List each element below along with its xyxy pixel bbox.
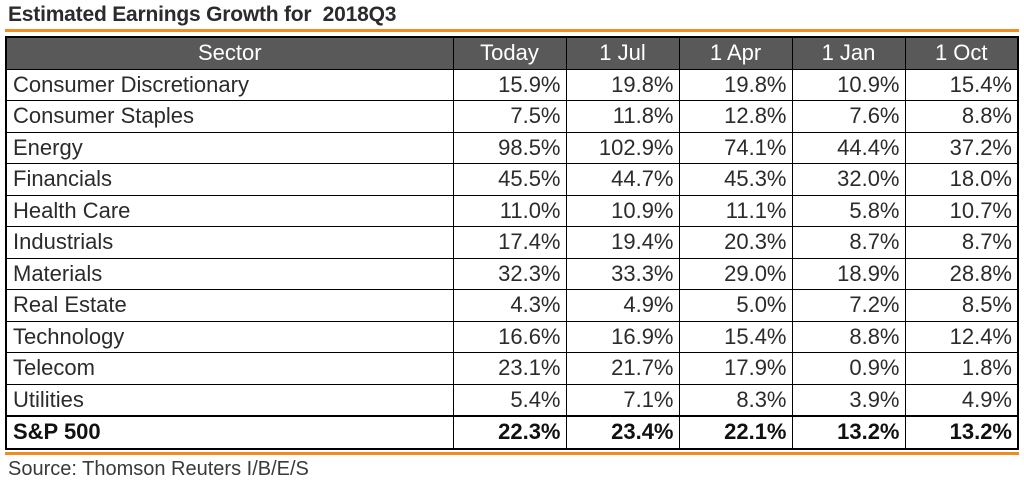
value-cell: 17.4% — [452, 226, 567, 259]
value-cell: 10.9% — [791, 68, 906, 101]
value-cell: 37.2% — [904, 131, 1019, 164]
value-cell: 17.9% — [678, 352, 793, 385]
value-cell: 18.9% — [791, 257, 906, 290]
value-cell: 29.0% — [678, 257, 793, 290]
value-cell: 5.0% — [678, 289, 793, 322]
column-header-1-apr: 1 Apr — [678, 36, 793, 70]
sector-cell: Energy — [5, 131, 454, 164]
value-cell: 3.9% — [791, 383, 906, 417]
value-cell: 8.7% — [904, 226, 1019, 259]
value-cell: 8.8% — [904, 100, 1019, 133]
sector-cell: Real Estate — [5, 289, 454, 322]
sector-cell: Utilities — [5, 383, 454, 417]
value-cell: 11.0% — [452, 194, 567, 227]
table-row: Energy 98.5% 102.9% 74.1% 44.4% 37.2% — [5, 131, 1019, 164]
value-cell: 13.2% — [904, 415, 1019, 449]
column-header-1-jul: 1 Jul — [565, 36, 680, 70]
value-cell: 18.0% — [904, 163, 1019, 196]
value-cell: 22.3% — [452, 415, 567, 449]
sector-cell: Consumer Staples — [5, 100, 454, 133]
value-cell: 23.4% — [565, 415, 680, 449]
value-cell: 28.8% — [904, 257, 1019, 290]
table-row: Consumer Staples 7.5% 11.8% 12.8% 7.6% 8.8% — [5, 100, 1019, 133]
value-cell: 13.2% — [791, 415, 906, 449]
source-note: Source: Thomson Reuters I/B/E/S — [8, 458, 309, 480]
table-row: Consumer Discretionary 15.9% 19.8% 19.8% 10.… — [5, 68, 1019, 101]
sector-cell: Industrials — [5, 226, 454, 259]
sector-cell: Telecom — [5, 352, 454, 385]
value-cell: 4.3% — [452, 289, 567, 322]
table-row: Health Care 11.0% 10.9% 11.1% 5.8% 10.7% — [5, 194, 1019, 227]
title-divider — [5, 29, 1019, 32]
value-cell: 44.4% — [791, 131, 906, 164]
value-cell: 16.6% — [452, 320, 567, 353]
value-cell: 12.4% — [904, 320, 1019, 353]
value-cell: 19.8% — [678, 68, 793, 101]
earnings-growth-table: Sector Today 1 Jul 1 Apr 1 Jan 1 Oct Con… — [5, 36, 1019, 450]
value-cell: 19.4% — [565, 226, 680, 259]
sector-cell: Health Care — [5, 194, 454, 227]
column-header-1-oct: 1 Oct — [904, 36, 1019, 70]
table-header-row: Sector Today 1 Jul 1 Apr 1 Jan 1 Oct — [5, 36, 1019, 70]
value-cell: 19.8% — [565, 68, 680, 101]
page-title: Estimated Earnings Growth for 2018Q3 — [8, 3, 397, 26]
value-cell: 10.7% — [904, 194, 1019, 227]
value-cell: 11.1% — [678, 194, 793, 227]
value-cell: 45.3% — [678, 163, 793, 196]
value-cell: 23.1% — [452, 352, 567, 385]
value-cell: 4.9% — [565, 289, 680, 322]
footer-divider — [5, 452, 1019, 455]
sector-cell: Materials — [5, 257, 454, 290]
value-cell: 15.4% — [678, 320, 793, 353]
value-cell: 45.5% — [452, 163, 567, 196]
table-row: Real Estate 4.3% 4.9% 5.0% 7.2% 8.5% — [5, 289, 1019, 322]
value-cell: 8.5% — [904, 289, 1019, 322]
table-row: Utilities 5.4% 7.1% 8.3% 3.9% 4.9% — [5, 383, 1019, 417]
value-cell: 0.9% — [791, 352, 906, 385]
sector-cell: Financials — [5, 163, 454, 196]
value-cell: 12.8% — [678, 100, 793, 133]
value-cell: 5.8% — [791, 194, 906, 227]
value-cell: 8.8% — [791, 320, 906, 353]
table-row: Materials 32.3% 33.3% 29.0% 18.9% 28.8% — [5, 257, 1019, 290]
value-cell: 102.9% — [565, 131, 680, 164]
value-cell: 1.8% — [904, 352, 1019, 385]
sector-cell: Consumer Discretionary — [5, 68, 454, 101]
value-cell: 8.7% — [791, 226, 906, 259]
table-row: Industrials 17.4% 19.4% 20.3% 8.7% 8.7% — [5, 226, 1019, 259]
value-cell: 33.3% — [565, 257, 680, 290]
value-cell: 15.4% — [904, 68, 1019, 101]
value-cell: 21.7% — [565, 352, 680, 385]
sector-cell: Technology — [5, 320, 454, 353]
column-header-today: Today — [452, 36, 567, 70]
table-row: Technology 16.6% 16.9% 15.4% 8.8% 12.4% — [5, 320, 1019, 353]
value-cell: 4.9% — [904, 383, 1019, 417]
table-row: Financials 45.5% 44.7% 45.3% 32.0% 18.0% — [5, 163, 1019, 196]
value-cell: 20.3% — [678, 226, 793, 259]
value-cell: 11.8% — [565, 100, 680, 133]
column-header-1-jan: 1 Jan — [791, 36, 906, 70]
value-cell: 7.2% — [791, 289, 906, 322]
value-cell: 5.4% — [452, 383, 567, 417]
column-header-sector: Sector — [5, 36, 454, 70]
value-cell: 15.9% — [452, 68, 567, 101]
value-cell: 8.3% — [678, 383, 793, 417]
value-cell: 22.1% — [678, 415, 793, 449]
value-cell: 98.5% — [452, 131, 567, 164]
table-row: Telecom 23.1% 21.7% 17.9% 0.9% 1.8% — [5, 352, 1019, 385]
value-cell: 32.0% — [791, 163, 906, 196]
value-cell: 44.7% — [565, 163, 680, 196]
value-cell: 16.9% — [565, 320, 680, 353]
value-cell: 7.6% — [791, 100, 906, 133]
value-cell: 32.3% — [452, 257, 567, 290]
value-cell: 7.1% — [565, 383, 680, 417]
value-cell: 10.9% — [565, 194, 680, 227]
sector-cell: S&P 500 — [5, 415, 454, 449]
value-cell: 74.1% — [678, 131, 793, 164]
table-total-row: S&P 500 22.3% 23.4% 22.1% 13.2% 13.2% — [5, 415, 1019, 449]
value-cell: 7.5% — [452, 100, 567, 133]
